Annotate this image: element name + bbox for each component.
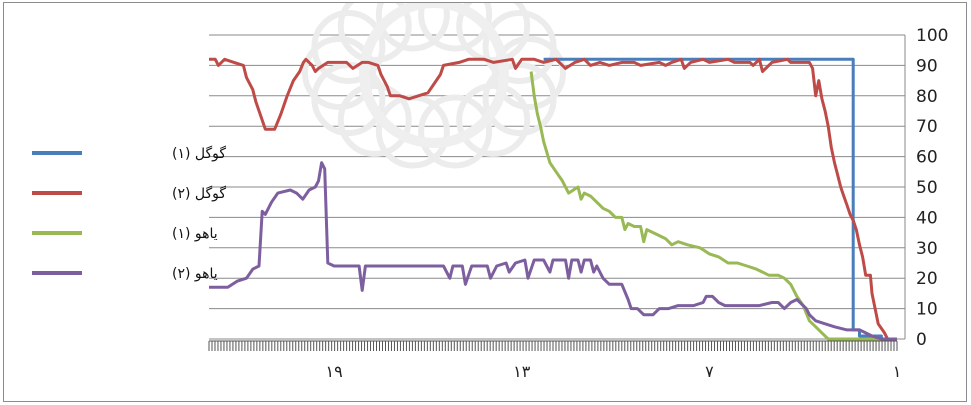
x-tick-label: ١٩: [325, 362, 342, 381]
series-lines: [209, 57, 897, 341]
watermark-ring: [359, 3, 509, 148]
legend-label-4: یاهو (۲): [172, 266, 218, 282]
x-tick-label: ١: [893, 362, 902, 381]
legend: گوگل (۱) گوگل (۲) یاهو (۱) یاهو (۲): [32, 145, 226, 282]
x-axis: ١ ٧ ١٣ ١٩: [208, 340, 902, 381]
watermark-petal: [482, 9, 557, 84]
x-tick-label: ١٣: [513, 362, 531, 381]
watermark-petal: [456, 82, 531, 157]
y-tick-label: 60: [916, 148, 938, 168]
watermark-petal: [375, 3, 450, 52]
legend-label-1: گوگل (۱): [172, 145, 226, 162]
watermark-petal: [311, 9, 386, 84]
watermark-petal: [418, 3, 493, 52]
y-tick-label: 0: [916, 330, 927, 350]
watermark-petal: [337, 82, 412, 157]
y-tick-label: 100: [916, 26, 948, 46]
chart-frame: 0 10 20 30 40 50 60 70 80 90 100 ١ ٧ ١٣ ١٩ گوگل (۱) گو…: [3, 2, 967, 402]
y-tick-label: 30: [916, 239, 938, 259]
series-line-2: [209, 57, 889, 340]
y-tick-label: 90: [916, 56, 938, 76]
series-line-3: [529, 71, 894, 341]
y-tick-label: 10: [916, 300, 938, 320]
x-tick-label: ٧: [705, 362, 714, 381]
watermark-petal: [337, 3, 412, 64]
y-axis-ticks: 0 10 20 30 40 50 60 70 80 90 100: [916, 26, 948, 350]
legend-label-3: یاهو (۱): [172, 226, 218, 242]
watermark-petal: [456, 3, 531, 64]
y-tick-label: 20: [916, 269, 938, 289]
y-tick-label: 70: [916, 117, 938, 137]
legend-label-2: گوگل (۲): [172, 185, 226, 202]
watermark-petal: [418, 94, 493, 169]
background-watermark: [302, 3, 566, 169]
y-tick-label: 80: [916, 87, 938, 107]
series-line-4: [209, 161, 897, 341]
y-tick-label: 40: [916, 208, 938, 228]
y-tick-label: 50: [916, 178, 938, 198]
